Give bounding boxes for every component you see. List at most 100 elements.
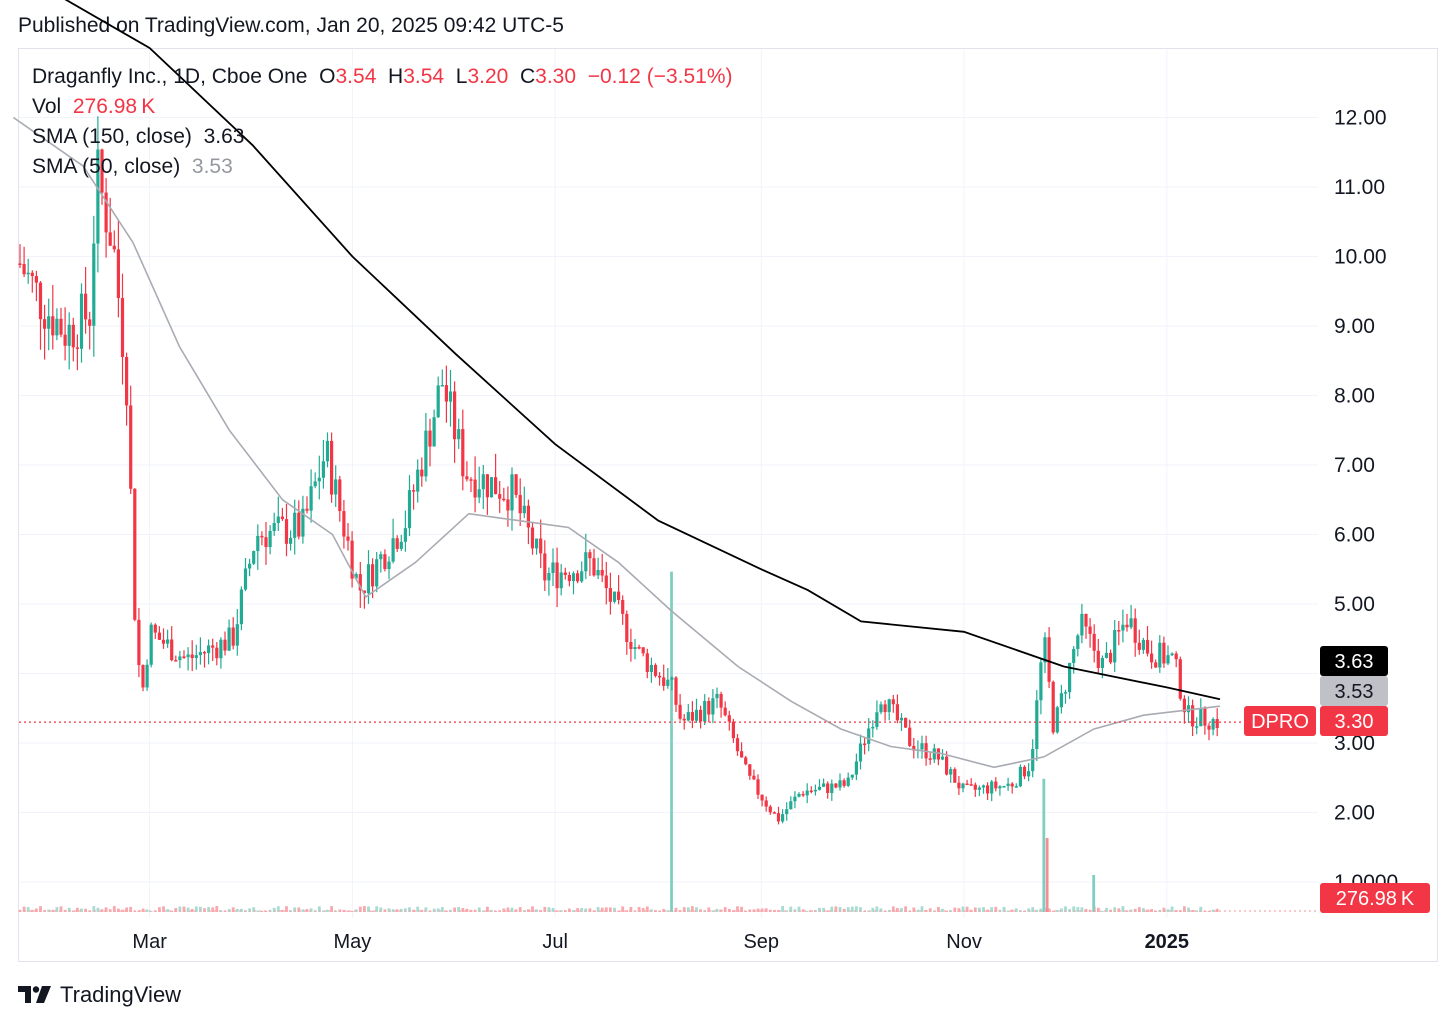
candle-body [1133, 618, 1137, 643]
candle-body [617, 591, 621, 600]
candle-body [243, 568, 248, 590]
volume-bar [1195, 910, 1199, 912]
candle-body [67, 324, 71, 346]
ticker-badge [1244, 706, 1316, 736]
volume-bar [982, 907, 985, 912]
ticker-badge-text: DPRO [1251, 711, 1309, 733]
volume-bar [1076, 907, 1080, 912]
candle-body [904, 717, 908, 728]
volume-bar [855, 906, 858, 912]
candle-body [1170, 653, 1174, 656]
candle-body [1211, 719, 1215, 730]
candle-body [740, 751, 744, 758]
candle-body [772, 812, 776, 814]
volume-bar [941, 908, 944, 912]
volume-bar [486, 906, 489, 912]
volume-bar [47, 909, 51, 912]
volume-bar [137, 910, 141, 912]
candle-body [379, 554, 383, 560]
candle-body [473, 479, 477, 498]
volume-value: 276.98 K [72, 95, 156, 118]
candle-body [867, 728, 871, 744]
y-tick-label: 10.00 [1334, 246, 1387, 269]
candle-body [1059, 693, 1063, 708]
volume-bar [297, 907, 301, 912]
candle-body [51, 316, 55, 336]
volume-bar [395, 909, 399, 912]
volume-bar [621, 906, 625, 912]
volume-bar [149, 910, 153, 912]
candle-body [539, 538, 543, 554]
candle-body [59, 318, 63, 335]
candle-body [309, 486, 313, 511]
candle-body [883, 704, 887, 713]
volume-bar [309, 908, 313, 912]
volume-bar [838, 907, 842, 912]
volume-bar [1096, 907, 1100, 912]
candle-body [125, 356, 129, 406]
volume-bar [203, 908, 206, 912]
volume-bar [260, 910, 264, 912]
candle-body [592, 558, 596, 576]
volume-bar [752, 909, 756, 912]
candle-body [834, 783, 838, 788]
volume-bar [596, 907, 600, 912]
candle-body [79, 293, 84, 349]
volume-bar [900, 908, 903, 912]
volume-bar [691, 906, 694, 912]
candle-body [1158, 642, 1162, 668]
candle-body [465, 476, 469, 480]
volume-bar [1039, 908, 1043, 912]
candle-body [30, 272, 34, 277]
time-axis: Mar May Jul Sep Nov 2025 [132, 931, 1189, 953]
candle-body [170, 639, 174, 661]
volume-bar [252, 907, 256, 912]
candle-body [600, 569, 604, 576]
volume-bar [1047, 908, 1051, 912]
candle-body [797, 793, 801, 797]
volume-bar [276, 906, 280, 912]
candle-body [239, 589, 243, 625]
candle-body [1039, 662, 1043, 701]
candle-body [981, 785, 986, 788]
candle-body [576, 573, 580, 582]
candle-body [112, 245, 116, 250]
volume-bar [912, 907, 916, 912]
candle-body [1084, 613, 1088, 627]
candle-body [871, 726, 875, 729]
x-tick-label: Sep [743, 931, 779, 953]
candle-body [957, 782, 961, 789]
candle-body [55, 318, 59, 336]
volume-bar [240, 908, 243, 912]
volume-bar [207, 907, 210, 912]
candle-body [47, 316, 51, 329]
candle-body [1162, 642, 1166, 664]
candle-body [1195, 726, 1199, 728]
candle-body [891, 699, 895, 705]
candle-body [510, 474, 514, 511]
y-tick-label: 9.00 [1334, 315, 1375, 338]
footer[interactable]: TradingView [18, 982, 181, 1008]
candle-body [84, 293, 88, 320]
volume-bar [666, 910, 670, 912]
volume-bar [617, 910, 620, 912]
volume-bar [404, 908, 407, 912]
candle-body [1178, 659, 1182, 699]
volume-bar [1080, 907, 1084, 912]
volume-bar [973, 907, 977, 912]
candle-body [502, 498, 506, 501]
volume-bar [1183, 906, 1186, 912]
volume-bar [121, 909, 124, 912]
candle-body [559, 572, 563, 589]
candle-body [1096, 650, 1100, 668]
candle-body [1150, 653, 1154, 663]
candle-body [1186, 705, 1191, 713]
volume-bar [576, 908, 579, 912]
candle-body [477, 489, 481, 498]
candle-body [18, 263, 22, 265]
candle-body [481, 474, 485, 490]
candle-body [34, 276, 38, 283]
volume-bar [281, 909, 284, 912]
candle-body [305, 508, 309, 511]
